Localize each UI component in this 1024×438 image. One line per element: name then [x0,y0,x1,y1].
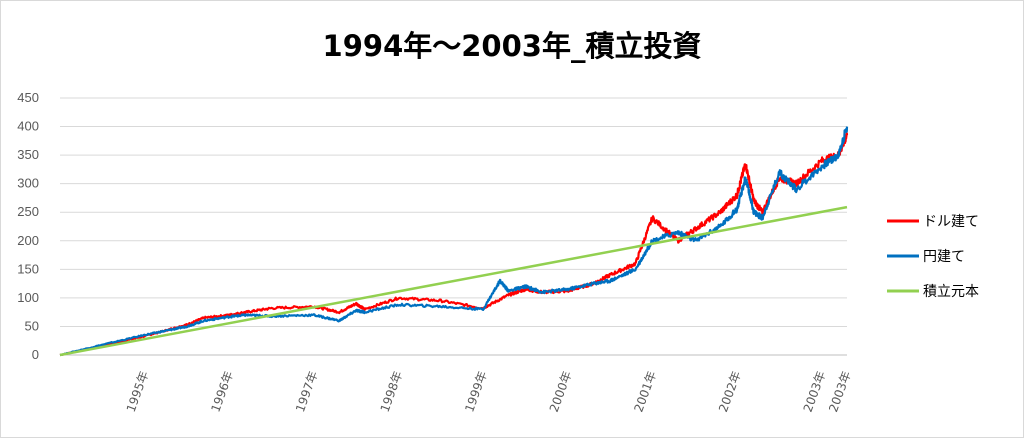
x-tick-label: 2002年 [716,369,744,414]
series-line-0 [59,132,849,357]
x-tick-label: 1998年 [378,369,406,414]
gridlines [60,97,847,356]
y-tick-label: 250 [17,204,39,219]
x-tick-label: 2003年 [801,369,829,414]
chart-title: 1994年～2003年_積立投資 [322,29,702,63]
y-tick-label: 100 [17,290,39,305]
y-tick-label: 300 [17,176,39,191]
y-tick-label: 200 [17,233,39,248]
x-tick-label: 1997年 [293,369,321,414]
x-axis-tick-labels: 1995年 1996年 1997年 1998年 1999年 2000年 2001年 2002年… [124,369,854,414]
series-line-2 [59,205,848,357]
x-tick-label: 1995年 [124,369,152,414]
series-line-1 [59,126,849,357]
x-tick-label: 2001年 [631,369,659,414]
y-tick-label: 400 [17,119,39,134]
x-tick-label: 2000年 [547,369,575,414]
legend-label-2: 積立元本 [923,284,979,300]
x-tick-label: 1996年 [208,369,236,414]
x-tick-label: 1999年 [462,369,490,414]
y-tick-label: 0 [32,347,39,362]
series-lines [59,126,849,357]
y-tick-label: 450 [17,90,39,105]
y-axis-tick-labels: 0 50 100 150 200 250 300 350 400 450 [17,90,39,362]
y-tick-label: 150 [17,261,39,276]
legend-label-0: ドル建て [923,214,979,230]
y-tick-label: 50 [25,318,39,333]
x-tick-label: 2003年 [826,369,854,414]
legend-label-1: 円建て [923,249,965,265]
y-tick-label: 350 [17,147,39,162]
